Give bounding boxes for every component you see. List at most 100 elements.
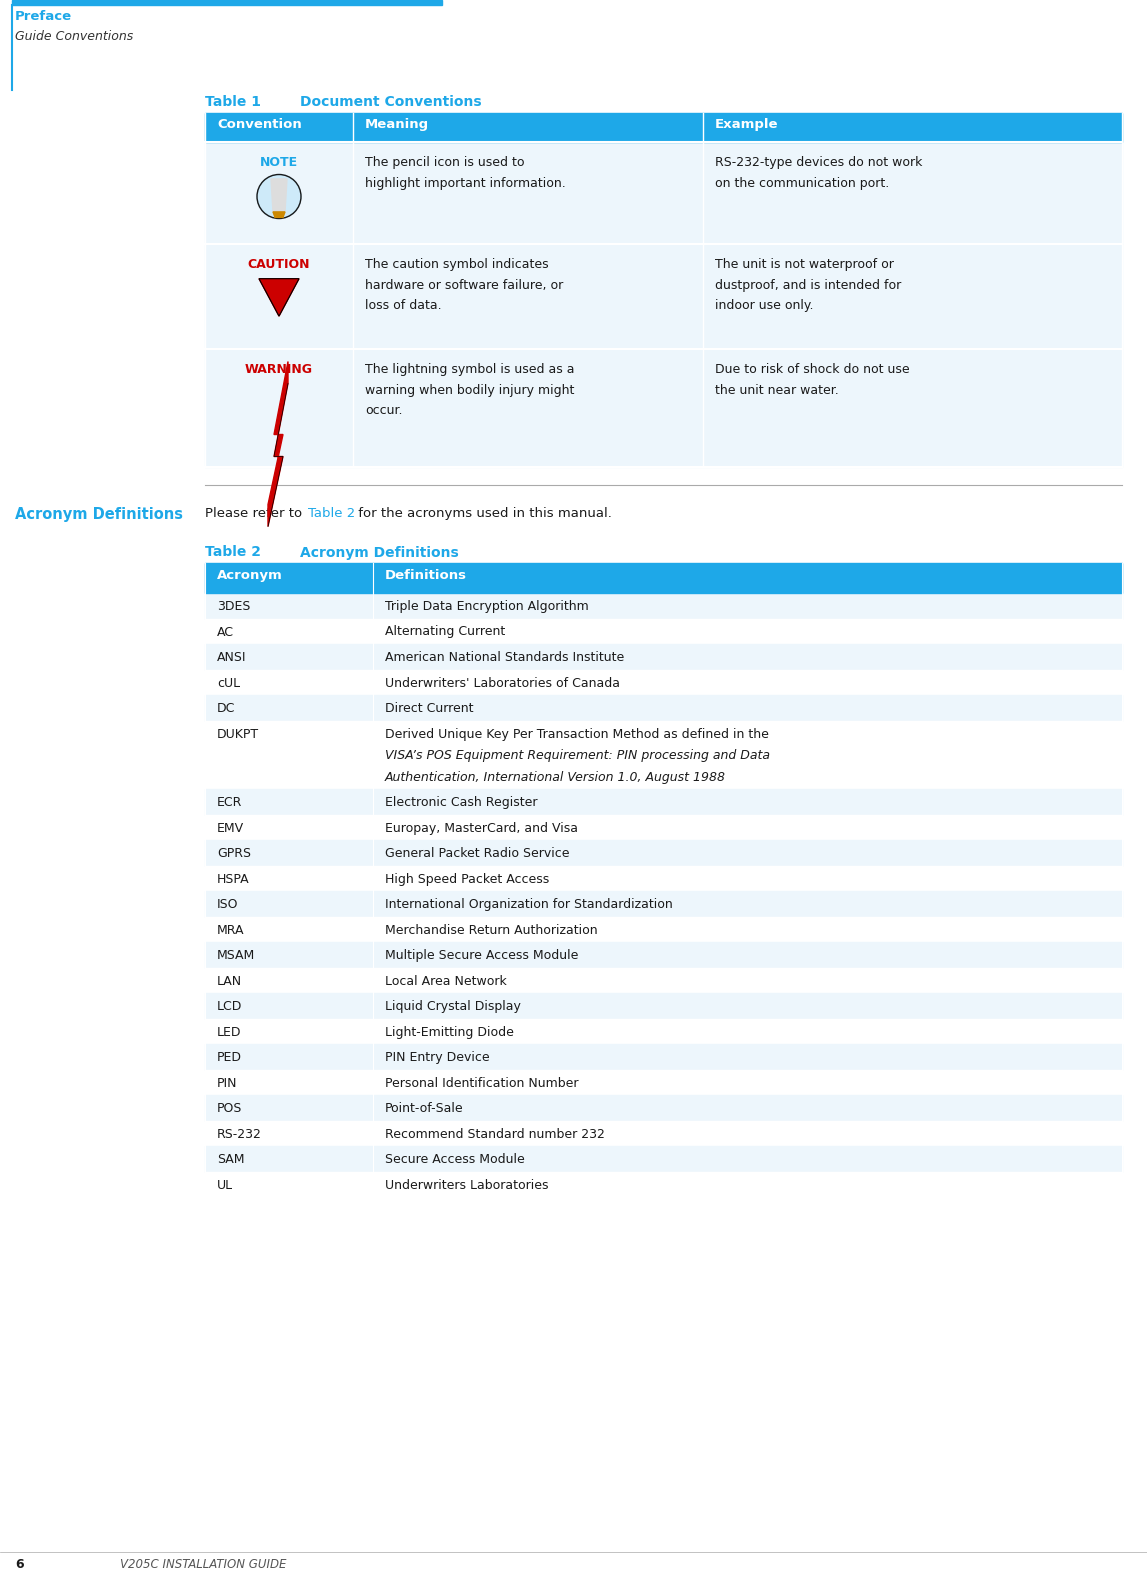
Text: Light-Emitting Diode: Light-Emitting Diode bbox=[385, 1026, 514, 1038]
Text: Acronym Definitions: Acronym Definitions bbox=[15, 508, 184, 522]
Bar bbox=[205, 142, 1122, 245]
Text: DUKPT: DUKPT bbox=[217, 727, 259, 740]
Text: 6: 6 bbox=[15, 1557, 24, 1572]
Bar bbox=[205, 917, 1122, 942]
Text: WARNING: WARNING bbox=[245, 363, 313, 377]
Text: Triple Data Encryption Algorithm: Triple Data Encryption Algorithm bbox=[385, 600, 588, 612]
Text: PED: PED bbox=[217, 1051, 242, 1064]
Bar bbox=[205, 942, 1122, 967]
Polygon shape bbox=[273, 211, 284, 218]
Text: V205C INSTALLATION GUIDE: V205C INSTALLATION GUIDE bbox=[120, 1557, 287, 1572]
Text: Secure Access Module: Secure Access Module bbox=[385, 1154, 524, 1166]
Text: POS: POS bbox=[217, 1101, 242, 1116]
Text: Merchandise Return Authorization: Merchandise Return Authorization bbox=[385, 923, 598, 936]
Text: Electronic Cash Register: Electronic Cash Register bbox=[385, 795, 538, 810]
Bar bbox=[205, 967, 1122, 993]
Text: Local Area Network: Local Area Network bbox=[385, 975, 507, 988]
Text: Authentication, International Version 1.0, August 1988: Authentication, International Version 1.… bbox=[385, 770, 726, 784]
Bar bbox=[205, 1070, 1122, 1095]
Bar bbox=[205, 1018, 1122, 1045]
Text: The pencil icon is used to: The pencil icon is used to bbox=[365, 156, 524, 169]
Bar bbox=[205, 669, 1122, 694]
Text: Europay, MasterCard, and Visa: Europay, MasterCard, and Visa bbox=[385, 822, 578, 835]
Text: DC: DC bbox=[217, 702, 235, 715]
Bar bbox=[205, 349, 1122, 467]
Text: NOTE: NOTE bbox=[260, 156, 298, 169]
Text: indoor use only.: indoor use only. bbox=[715, 300, 813, 312]
Text: LCD: LCD bbox=[217, 1000, 242, 1013]
Bar bbox=[205, 1045, 1122, 1070]
Text: Acronym Definitions: Acronym Definitions bbox=[301, 546, 459, 560]
Bar bbox=[205, 814, 1122, 839]
Bar bbox=[205, 865, 1122, 892]
Text: cUL: cUL bbox=[217, 677, 240, 690]
Text: Due to risk of shock do not use: Due to risk of shock do not use bbox=[715, 363, 910, 377]
Text: Derived Unique Key Per Transaction Method as defined in the: Derived Unique Key Per Transaction Metho… bbox=[385, 727, 768, 740]
Polygon shape bbox=[271, 178, 287, 211]
Text: Point-of-Sale: Point-of-Sale bbox=[385, 1101, 463, 1116]
Text: Example: Example bbox=[715, 118, 779, 131]
Text: loss of data.: loss of data. bbox=[365, 300, 442, 312]
Text: MSAM: MSAM bbox=[217, 948, 256, 963]
Text: General Packet Radio Service: General Packet Radio Service bbox=[385, 847, 570, 860]
Text: MRA: MRA bbox=[217, 923, 244, 936]
Text: AC: AC bbox=[217, 625, 234, 639]
Text: for the acronyms used in this manual.: for the acronyms used in this manual. bbox=[353, 508, 611, 521]
Text: Table 1: Table 1 bbox=[205, 95, 262, 109]
Bar bbox=[205, 993, 1122, 1018]
Bar bbox=[205, 892, 1122, 917]
Text: the unit near water.: the unit near water. bbox=[715, 383, 838, 398]
Text: Direct Current: Direct Current bbox=[385, 702, 474, 715]
Text: Guide Conventions: Guide Conventions bbox=[15, 30, 133, 44]
Bar bbox=[205, 1120, 1122, 1146]
Bar bbox=[205, 789, 1122, 814]
Text: Table 2: Table 2 bbox=[205, 546, 262, 560]
Bar bbox=[205, 1146, 1122, 1171]
Text: GPRS: GPRS bbox=[217, 847, 251, 860]
Text: hardware or software failure, or: hardware or software failure, or bbox=[365, 279, 563, 292]
Text: Acronym: Acronym bbox=[217, 570, 283, 582]
Text: High Speed Packet Access: High Speed Packet Access bbox=[385, 873, 549, 885]
Text: Multiple Secure Access Module: Multiple Secure Access Module bbox=[385, 948, 578, 963]
Text: occur.: occur. bbox=[365, 404, 403, 418]
Text: Underwriters Laboratories: Underwriters Laboratories bbox=[385, 1179, 548, 1191]
Polygon shape bbox=[268, 361, 288, 527]
Text: Personal Identification Number: Personal Identification Number bbox=[385, 1076, 578, 1089]
Text: SAM: SAM bbox=[217, 1154, 244, 1166]
Bar bbox=[205, 1095, 1122, 1120]
Bar bbox=[205, 619, 1122, 644]
Text: highlight important information.: highlight important information. bbox=[365, 177, 565, 189]
Text: PIN Entry Device: PIN Entry Device bbox=[385, 1051, 490, 1064]
Text: ISO: ISO bbox=[217, 898, 239, 911]
Text: The unit is not waterproof or: The unit is not waterproof or bbox=[715, 259, 894, 271]
Polygon shape bbox=[259, 279, 299, 316]
Bar bbox=[205, 593, 1122, 619]
Text: RS-232: RS-232 bbox=[217, 1128, 262, 1141]
Text: ECR: ECR bbox=[217, 795, 242, 810]
Bar bbox=[205, 563, 1122, 593]
Text: Alternating Current: Alternating Current bbox=[385, 625, 505, 639]
Text: LED: LED bbox=[217, 1026, 242, 1038]
Bar bbox=[205, 839, 1122, 865]
Text: LAN: LAN bbox=[217, 975, 242, 988]
Bar bbox=[205, 721, 1122, 789]
Text: VISA’s POS Equipment Requirement: PIN processing and Data: VISA’s POS Equipment Requirement: PIN pr… bbox=[385, 750, 770, 762]
Text: International Organization for Standardization: International Organization for Standardi… bbox=[385, 898, 673, 911]
Text: Table 2: Table 2 bbox=[309, 508, 356, 521]
Text: RS-232-type devices do not work: RS-232-type devices do not work bbox=[715, 156, 922, 169]
Text: on the communication port.: on the communication port. bbox=[715, 177, 889, 189]
Text: UL: UL bbox=[217, 1179, 233, 1191]
Text: dustproof, and is intended for: dustproof, and is intended for bbox=[715, 279, 902, 292]
Bar bbox=[205, 114, 1122, 142]
Text: ANSI: ANSI bbox=[217, 652, 247, 664]
Text: Definitions: Definitions bbox=[385, 570, 467, 582]
Circle shape bbox=[257, 175, 301, 218]
Text: American National Standards Institute: American National Standards Institute bbox=[385, 652, 624, 664]
Bar bbox=[205, 1171, 1122, 1198]
Text: Recommend Standard number 232: Recommend Standard number 232 bbox=[385, 1128, 604, 1141]
Text: 3DES: 3DES bbox=[217, 600, 250, 612]
Text: Meaning: Meaning bbox=[365, 118, 429, 131]
Text: Liquid Crystal Display: Liquid Crystal Display bbox=[385, 1000, 521, 1013]
Text: Please refer to: Please refer to bbox=[205, 508, 306, 521]
Bar bbox=[205, 694, 1122, 721]
